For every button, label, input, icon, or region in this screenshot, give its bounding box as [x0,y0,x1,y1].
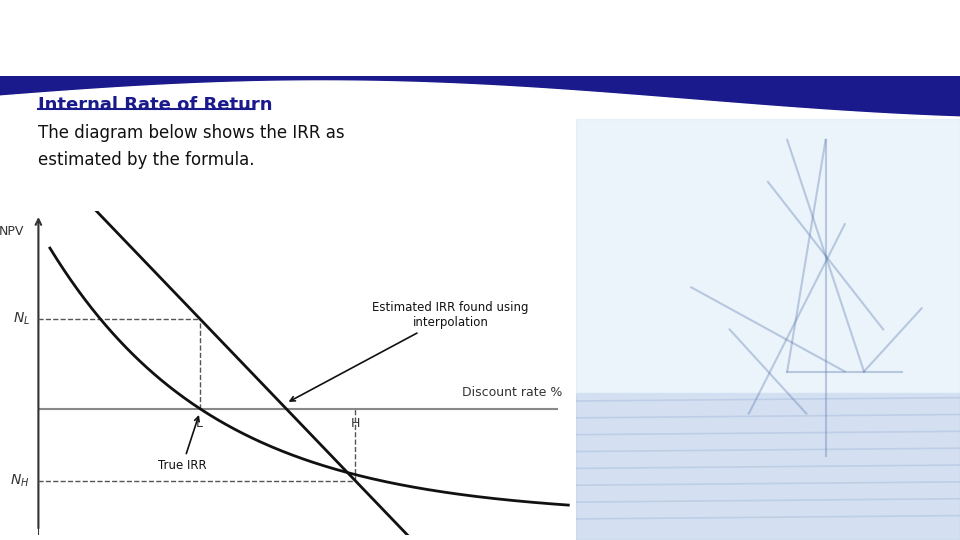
Text: Discount rate %: Discount rate % [462,386,563,399]
Text: True IRR: True IRR [158,417,206,472]
Text: NPV: NPV [0,225,24,238]
Text: L: L [196,416,204,429]
Text: $N_H$: $N_H$ [11,472,30,489]
Text: Investment Appraisal Techniques: Investment Appraisal Techniques [12,22,636,56]
Text: $N_L$: $N_L$ [12,310,30,327]
Text: Internal Rate of Return: Internal Rate of Return [38,97,273,114]
Text: Estimated IRR found using
interpolation: Estimated IRR found using interpolation [290,301,529,401]
Text: H: H [350,416,360,429]
Text: The diagram below shows the IRR as
estimated by the formula.: The diagram below shows the IRR as estim… [38,124,345,169]
